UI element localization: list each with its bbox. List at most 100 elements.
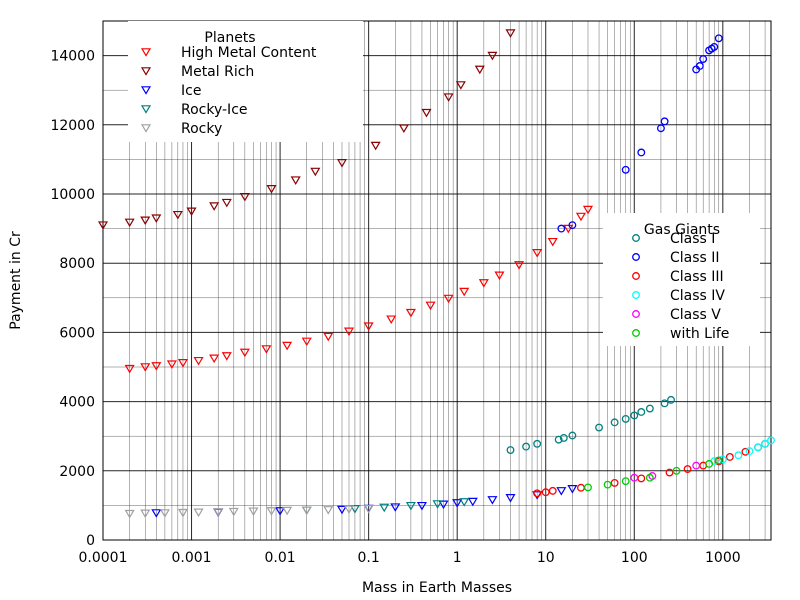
- data-point: [563, 224, 574, 234]
- data-point: [665, 468, 674, 477]
- data-point: [559, 433, 568, 442]
- data-point: [568, 431, 577, 440]
- data-point: [221, 352, 232, 361]
- legend-title: Planets: [204, 30, 255, 46]
- legend-entry: Rocky: [181, 121, 222, 137]
- data-point: [140, 363, 151, 372]
- data-point: [266, 507, 277, 516]
- data-point: [151, 362, 162, 371]
- y-axis-label: Payment in Cr: [8, 231, 24, 330]
- legend-background: [128, 21, 363, 142]
- y-tick-label: 14000: [50, 49, 95, 65]
- data-point: [140, 216, 151, 226]
- data-point: [467, 497, 478, 507]
- data-point: [209, 202, 220, 211]
- data-point: [660, 117, 669, 126]
- data-point: [239, 348, 250, 358]
- data-point: [405, 308, 416, 318]
- legend-marker: [632, 329, 640, 337]
- data-point: [343, 505, 355, 514]
- data-point: [582, 205, 594, 215]
- data-point: [660, 399, 669, 408]
- y-tick-label: 2000: [59, 464, 95, 480]
- data-point: [532, 249, 543, 258]
- series-class-i: [506, 395, 675, 454]
- data-point: [266, 185, 277, 194]
- data-point: [548, 486, 557, 495]
- data-point: [494, 271, 505, 281]
- data-point: [261, 345, 272, 354]
- data-point: [370, 141, 381, 151]
- data-point: [610, 478, 619, 487]
- data-point: [398, 124, 409, 134]
- data-point: [349, 505, 360, 514]
- data-point: [209, 354, 220, 364]
- data-point: [761, 439, 770, 448]
- data-point: [124, 509, 135, 519]
- legend-entry: High Metal Content: [181, 45, 317, 61]
- y-tick-label: 4000: [59, 395, 95, 411]
- data-point: [557, 224, 566, 233]
- data-point: [554, 435, 563, 444]
- x-tick-label: 1: [453, 550, 462, 566]
- data-point: [186, 207, 197, 217]
- legend-marker: [632, 253, 640, 261]
- data-point: [595, 423, 603, 432]
- x-tick-label: 0.1: [358, 550, 380, 566]
- y-tick-label: 8000: [59, 256, 95, 272]
- data-point: [363, 505, 374, 514]
- data-point: [575, 212, 587, 222]
- legend-entry: Class III: [670, 269, 724, 285]
- data-point: [505, 493, 516, 503]
- data-point: [172, 210, 183, 220]
- data-point: [459, 287, 470, 297]
- data-point: [621, 414, 630, 423]
- data-point: [425, 301, 436, 311]
- legend-entry: Class II: [670, 250, 720, 266]
- data-point: [193, 508, 204, 518]
- y-tick-label: 0: [86, 533, 95, 549]
- data-point: [363, 322, 374, 331]
- data-point: [193, 356, 204, 366]
- data-point: [282, 341, 293, 351]
- data-point: [506, 446, 515, 454]
- data-point: [533, 489, 542, 498]
- data-point: [533, 439, 542, 448]
- data-point: [421, 108, 432, 118]
- legend-entry: with Life: [670, 326, 729, 342]
- data-point: [248, 507, 259, 517]
- x-axis-label: Mass in Earth Masses: [362, 580, 512, 596]
- data-point: [239, 192, 250, 202]
- data-point: [336, 505, 348, 515]
- data-point: [97, 221, 109, 230]
- series-ice: [151, 484, 578, 518]
- data-point: [656, 124, 665, 133]
- data-point: [667, 395, 675, 404]
- legend-background: [603, 213, 760, 346]
- y-tick-label: 10000: [50, 187, 95, 203]
- data-point: [714, 456, 723, 465]
- data-point: [301, 506, 312, 516]
- legend-entry: Metal Rich: [181, 64, 254, 80]
- data-point: [301, 337, 312, 347]
- data-point: [610, 418, 619, 427]
- data-point: [505, 29, 516, 38]
- series-high-metal-content: [124, 205, 594, 374]
- data-point: [645, 473, 654, 482]
- data-point: [452, 499, 463, 508]
- data-point: [547, 237, 558, 247]
- data-point: [228, 507, 239, 517]
- legend-entry: Class IV: [670, 288, 725, 304]
- data-point: [637, 148, 646, 157]
- legend-title: Gas Giants: [644, 222, 720, 238]
- data-point: [567, 484, 578, 494]
- legend-marker: [632, 272, 640, 280]
- series-rocky: [124, 505, 374, 519]
- series-with-life: [584, 456, 723, 492]
- data-point: [455, 81, 466, 90]
- legend-marker: [632, 234, 640, 242]
- x-tick-label: 10: [537, 550, 555, 566]
- legend-marker: [140, 124, 152, 133]
- legend-marker: [140, 67, 152, 76]
